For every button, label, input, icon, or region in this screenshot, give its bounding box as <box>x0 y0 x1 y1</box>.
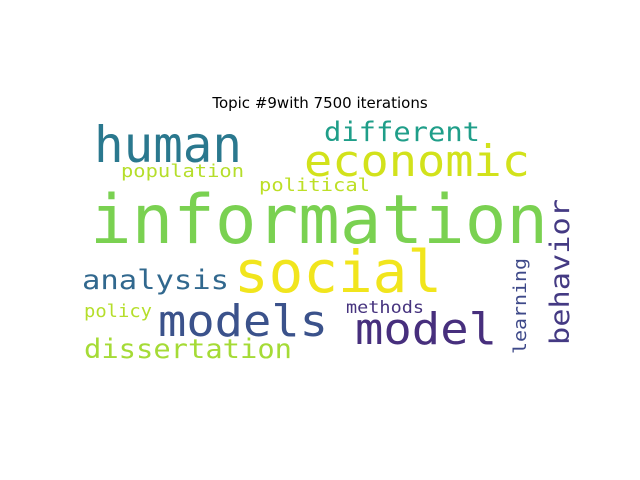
figure-title: Topic #9with 7500 iterations <box>212 94 428 112</box>
word-human: human <box>94 116 242 174</box>
word-model: model <box>355 304 497 355</box>
word-political: political <box>259 175 370 196</box>
word-population: population <box>121 161 244 182</box>
word-methods: methods <box>346 298 424 318</box>
word-analysis: analysis <box>82 265 229 296</box>
word-models: models <box>158 296 328 347</box>
word-information: information <box>90 181 548 260</box>
word-learning: learning <box>510 258 531 354</box>
word-policy: policy <box>84 301 152 322</box>
word-economic: economic <box>304 136 530 187</box>
word-dissertation: dissertation <box>84 334 292 365</box>
word-different: different <box>324 117 480 148</box>
word-social: social <box>234 238 442 306</box>
word-behavior: behavior <box>545 199 576 345</box>
